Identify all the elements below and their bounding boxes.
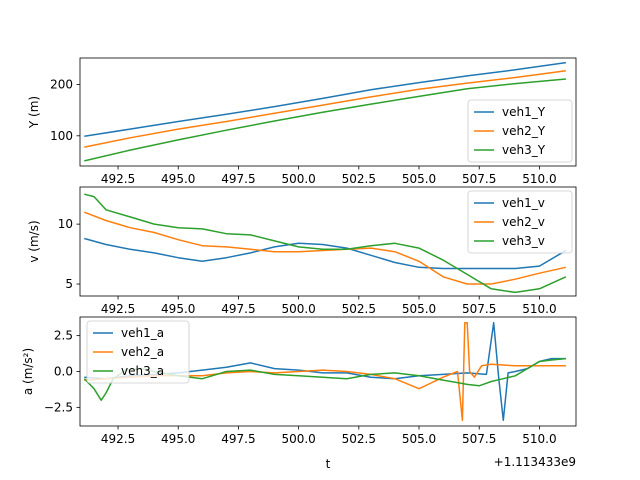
y-axis-title: Y (m) — [27, 96, 41, 129]
x-tick-label: 507.5 — [462, 432, 496, 446]
subplots: 492.5 495.0 497.5 500.0 502.5 505.0 507.5 510.0… — [21, 57, 577, 446]
x-tick-label: 507.5 — [462, 302, 496, 316]
x-offset-text: +1.113433e9 — [494, 455, 576, 469]
x-tick-label: 492.5 — [101, 172, 135, 186]
x-tick-label: 505.0 — [402, 172, 436, 186]
legend: veh1_Y veh2_Y veh3_Y — [467, 99, 573, 163]
x-tick-label: 492.5 — [101, 432, 135, 446]
legend: veh1_v veh2_v veh3_v — [467, 190, 573, 254]
subplot-3: 492.5 495.0 497.5 500.0 502.5 505.0 507.5 510.0… — [21, 316, 577, 446]
x-tick-label: 510.0 — [522, 432, 556, 446]
x-tick-label: 492.5 — [101, 302, 135, 316]
y-axis-title: a (m/s²) — [21, 348, 35, 395]
x-tick-label: 505.0 — [402, 302, 436, 316]
x-axis-title: t — [326, 457, 331, 471]
y-tick-label: 10 — [58, 217, 73, 231]
x-tick-label: 497.5 — [221, 172, 255, 186]
x-tick-label: 500.0 — [281, 302, 315, 316]
series-line-veh1_Y — [84, 61, 567, 138]
legend: veh1_a veh2_a veh3_a — [86, 320, 190, 384]
subplot-2: 492.5 495.0 497.5 500.0 502.5 505.0 507.5 510.0… — [27, 186, 577, 316]
x-tick-label: 510.0 — [522, 302, 556, 316]
x-tick-label: 502.5 — [342, 172, 376, 186]
x-tick-label: 502.5 — [342, 432, 376, 446]
series-line-veh3_v — [84, 193, 567, 294]
x-tick-label: 495.0 — [161, 432, 195, 446]
x-tick-label: 507.5 — [462, 172, 496, 186]
legend-label: veh3_v — [502, 234, 545, 248]
x-tick-label: 497.5 — [221, 432, 255, 446]
legend-frame — [467, 99, 573, 163]
x-tick-label: 495.0 — [161, 172, 195, 186]
series-line-veh2_a — [84, 321, 566, 422]
legend-label: veh1_Y — [502, 105, 546, 119]
x-tick-label: 502.5 — [342, 302, 376, 316]
legend-label: veh1_a — [121, 326, 164, 340]
series-line-veh2_Y — [84, 70, 566, 148]
y-tick-label: 100 — [50, 129, 73, 143]
y-tick-label: 5 — [65, 277, 73, 291]
series-line-veh1_v — [84, 237, 567, 270]
legend-label: veh2_Y — [502, 124, 546, 138]
legend-frame — [86, 320, 190, 384]
x-tick-label: 500.0 — [281, 432, 315, 446]
legend-label: veh3_a — [121, 364, 164, 378]
axes-frame — [79, 186, 577, 297]
y-tick-label: 200 — [50, 78, 73, 92]
legend-frame — [467, 190, 573, 254]
legend-label: veh2_a — [121, 345, 164, 359]
legend-label: veh2_v — [502, 215, 545, 229]
x-tick-label: 510.0 — [522, 172, 556, 186]
legend-label: veh1_v — [502, 196, 545, 210]
y-axis-title: v (m/s) — [27, 220, 41, 262]
x-tick-label: 497.5 — [221, 302, 255, 316]
x-tick-label: 495.0 — [161, 302, 195, 316]
subplot-1: 492.5 495.0 497.5 500.0 502.5 505.0 507.5 510.0… — [27, 57, 577, 186]
y-tick-label: 2.5 — [54, 329, 73, 343]
series-line-veh3_Y — [84, 78, 566, 162]
y-tick-label: 0.0 — [54, 365, 73, 379]
x-tick-label: 500.0 — [281, 172, 315, 186]
y-tick-label: −2.5 — [44, 400, 73, 414]
legend-label: veh3_Y — [502, 143, 546, 157]
x-tick-label: 505.0 — [402, 432, 436, 446]
axes-frame — [79, 57, 577, 167]
